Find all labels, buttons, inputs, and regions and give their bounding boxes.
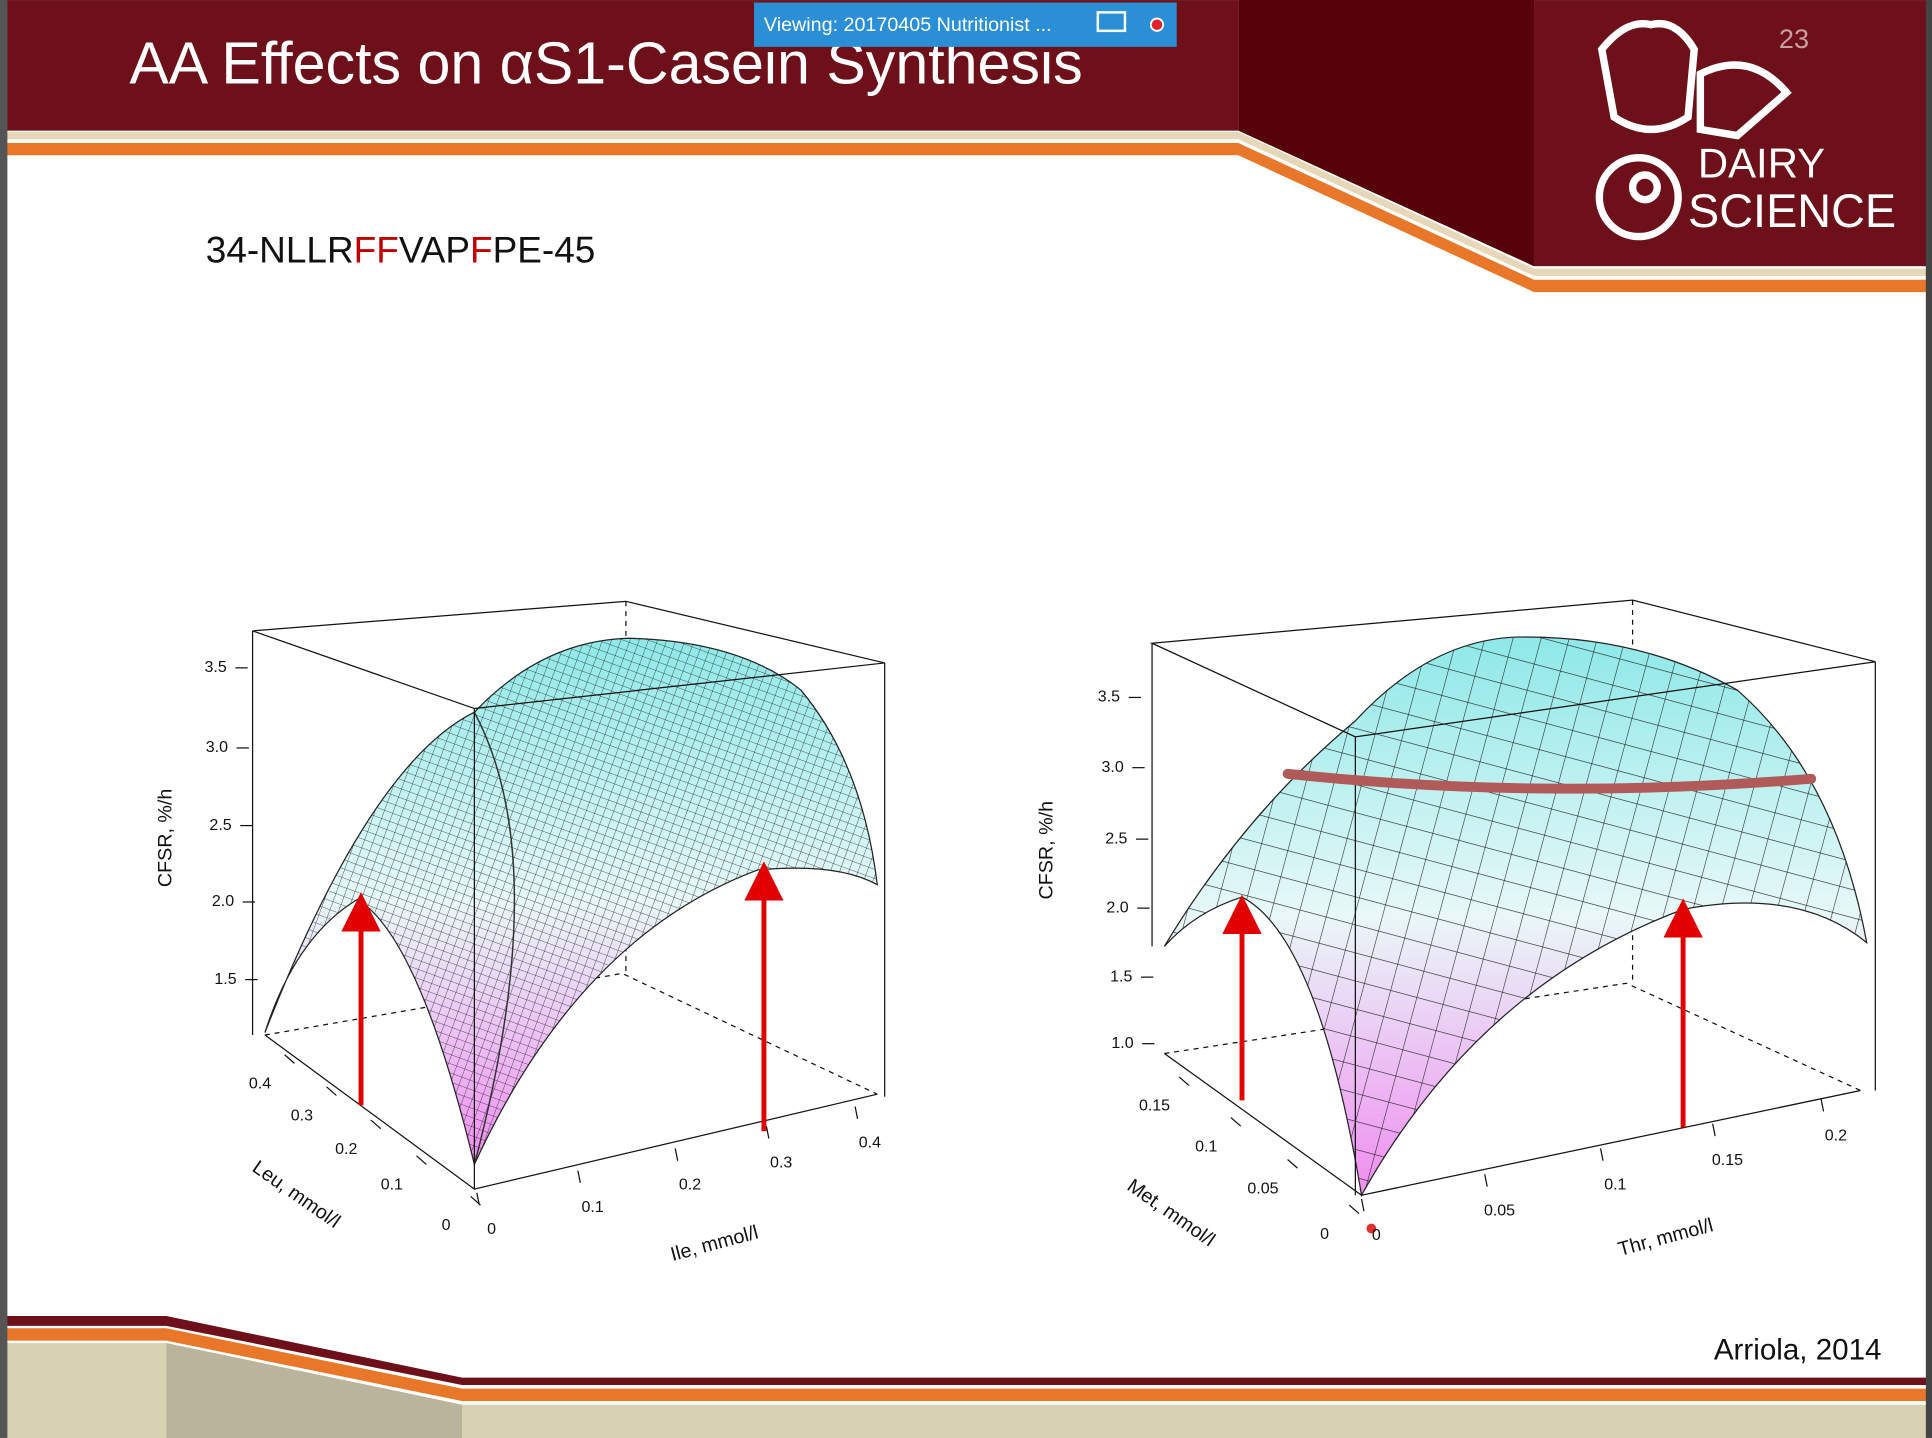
footer-stripe-maroon xyxy=(0,1315,1932,1385)
y-tick xyxy=(854,1106,859,1119)
y-tick xyxy=(1360,1198,1365,1212)
highlight-curve xyxy=(1282,768,1817,794)
z-tick-label: 3.5 xyxy=(1098,689,1120,706)
z-tick-label: 3.5 xyxy=(205,659,227,676)
footer-stripe-orange xyxy=(0,1328,1932,1401)
footer-band xyxy=(0,1343,1932,1438)
logo-dna xyxy=(1696,61,1792,140)
z-tick-label: 1.0 xyxy=(1111,1035,1133,1052)
page-number: 23 xyxy=(1779,23,1809,54)
x-tick-label: 0.05 xyxy=(1247,1180,1278,1197)
surface-mesh xyxy=(264,638,878,1165)
x-tick xyxy=(416,1155,427,1165)
viewer-screen-icon[interactable] xyxy=(1096,11,1127,33)
logo-cow xyxy=(1597,20,1698,134)
plot-box xyxy=(1149,599,1876,1196)
y-tick-label: 0.15 xyxy=(1712,1152,1743,1169)
y-tick xyxy=(1484,1174,1488,1187)
x-tick xyxy=(1287,1159,1298,1169)
y-tick-label: 0.2 xyxy=(1825,1127,1847,1144)
sequence-part: VAP xyxy=(399,229,470,270)
y-tick xyxy=(577,1170,581,1184)
y-tick-label: 0.3 xyxy=(770,1154,792,1171)
x-tick xyxy=(1348,1204,1360,1215)
x-tick-label: 0.3 xyxy=(291,1108,313,1125)
y-tick xyxy=(765,1126,770,1139)
y-tick xyxy=(476,1192,480,1206)
y-tick-label: 0 xyxy=(487,1221,496,1238)
viewer-bar-text[interactable]: Viewing: 20170405 Nutritionist ... xyxy=(764,14,1052,36)
z-tick-label: 1.5 xyxy=(1110,968,1132,985)
header-diagonal xyxy=(1238,0,1535,267)
y-tick xyxy=(1820,1098,1825,1112)
z-tick-label: 2.5 xyxy=(1105,830,1127,847)
plot-left xyxy=(251,600,886,1190)
plot-right xyxy=(1149,599,1876,1234)
y-tick-label: 0.2 xyxy=(679,1177,701,1194)
x-tick-label: 0.1 xyxy=(1195,1138,1217,1155)
x-tick-label: 0.1 xyxy=(381,1177,403,1194)
logo-icon xyxy=(1595,20,1792,241)
sequence-highlight: FF xyxy=(354,229,399,270)
sequence-highlight: F xyxy=(470,229,493,270)
window-border-right xyxy=(1925,0,1932,1438)
y-tick-label: 0.1 xyxy=(1604,1177,1626,1194)
x-tick-label: 0.4 xyxy=(249,1076,271,1093)
surface-ridge xyxy=(473,711,516,1165)
z-axis-label: CFSR, %/h xyxy=(1036,801,1058,900)
logo-line2: SCIENCE xyxy=(1688,185,1896,237)
sequence-part: PE-45 xyxy=(493,229,596,270)
z-tick-label: 2.5 xyxy=(209,817,231,834)
footer-block xyxy=(166,1343,463,1438)
x-tick-label: 0 xyxy=(442,1217,451,1234)
logo-nucleus xyxy=(1628,171,1661,204)
z-tick-label: 2.0 xyxy=(212,893,234,910)
window-border-left xyxy=(0,0,8,1438)
sequence: 34-NLLRFFVAPFPE-45 xyxy=(206,229,596,270)
x-tick xyxy=(284,1054,295,1064)
viewer-bar[interactable] xyxy=(754,2,1177,47)
y-tick-label: 0.4 xyxy=(859,1135,881,1152)
sequence-part: 34-NLLR xyxy=(206,229,354,270)
z-tick-label: 2.0 xyxy=(1106,899,1128,916)
x-tick xyxy=(370,1119,382,1130)
z-tick-label: 3.0 xyxy=(206,739,228,756)
x-tick xyxy=(1230,1117,1242,1127)
z-axis-label: CFSR, %/h xyxy=(155,789,177,888)
x-tick-label: 0.2 xyxy=(335,1141,357,1158)
x-tick-label: 0 xyxy=(1320,1226,1329,1243)
z-tick-label: 1.5 xyxy=(214,971,236,988)
x-tick xyxy=(1178,1076,1190,1087)
x-tick-label: 0.15 xyxy=(1139,1098,1170,1115)
x-tick xyxy=(326,1086,337,1096)
y-tick-label: 0.1 xyxy=(582,1199,604,1216)
y-tick xyxy=(1712,1123,1716,1137)
y-tick-label: 0.05 xyxy=(1484,1202,1515,1219)
viewer-record-dot[interactable] xyxy=(1149,17,1165,32)
logo-line1: DAIRY xyxy=(1698,139,1825,186)
logo-cell xyxy=(1595,154,1682,241)
pointer-dot xyxy=(1366,1223,1377,1234)
citation: Arriola, 2014 xyxy=(1714,1334,1882,1367)
plot-box xyxy=(251,600,886,1190)
z-tick-label: 3.0 xyxy=(1102,759,1124,776)
y-tick xyxy=(1599,1148,1604,1161)
y-tick-label: 0 xyxy=(1372,1227,1381,1244)
y-tick xyxy=(674,1148,679,1161)
